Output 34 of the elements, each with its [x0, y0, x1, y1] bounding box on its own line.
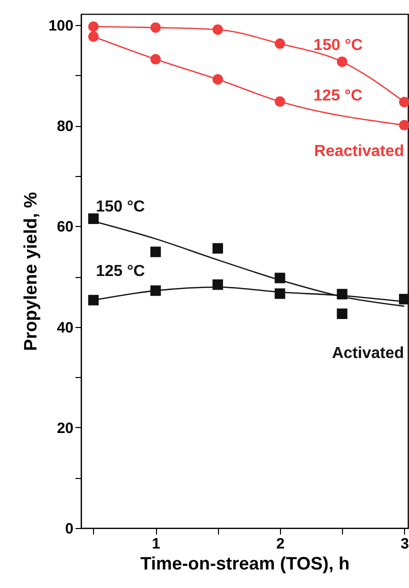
- series-label: 150 °C: [314, 36, 364, 54]
- point: [212, 243, 224, 254]
- y-tick-label: 40: [56, 319, 74, 336]
- point: [399, 120, 409, 130]
- point: [274, 96, 286, 107]
- y-tick-label: 20: [56, 420, 74, 437]
- point: [336, 56, 348, 68]
- y-tick-label: 0: [65, 520, 74, 538]
- series-label: 150 °C: [96, 198, 146, 216]
- series-label: 125 °C: [313, 88, 363, 105]
- point: [150, 54, 161, 65]
- point: [399, 96, 409, 108]
- series-label: 125 °C: [96, 263, 146, 280]
- point: [150, 246, 161, 258]
- y-axis-title: Propylene yield, %: [20, 192, 40, 352]
- x-tick-label: 1: [152, 536, 160, 552]
- y-tick-label: 100: [48, 18, 74, 35]
- annotation: Activated: [332, 345, 404, 362]
- point: [88, 31, 99, 42]
- point: [88, 294, 99, 306]
- point: [88, 21, 99, 32]
- point: [150, 22, 161, 33]
- point: [399, 294, 409, 304]
- point: [212, 24, 224, 35]
- point: [336, 308, 348, 320]
- y-tick-label: 80: [56, 118, 74, 136]
- x-tick-label: 2: [276, 536, 285, 552]
- y-tick-label: 60: [56, 218, 74, 236]
- x-tick-label: 3: [400, 536, 409, 552]
- x-axis-title: Time-on-stream (TOS), h: [140, 554, 350, 574]
- point: [212, 74, 224, 85]
- annotation: Reactivated: [314, 143, 404, 160]
- point: [274, 38, 286, 49]
- point: [88, 213, 99, 224]
